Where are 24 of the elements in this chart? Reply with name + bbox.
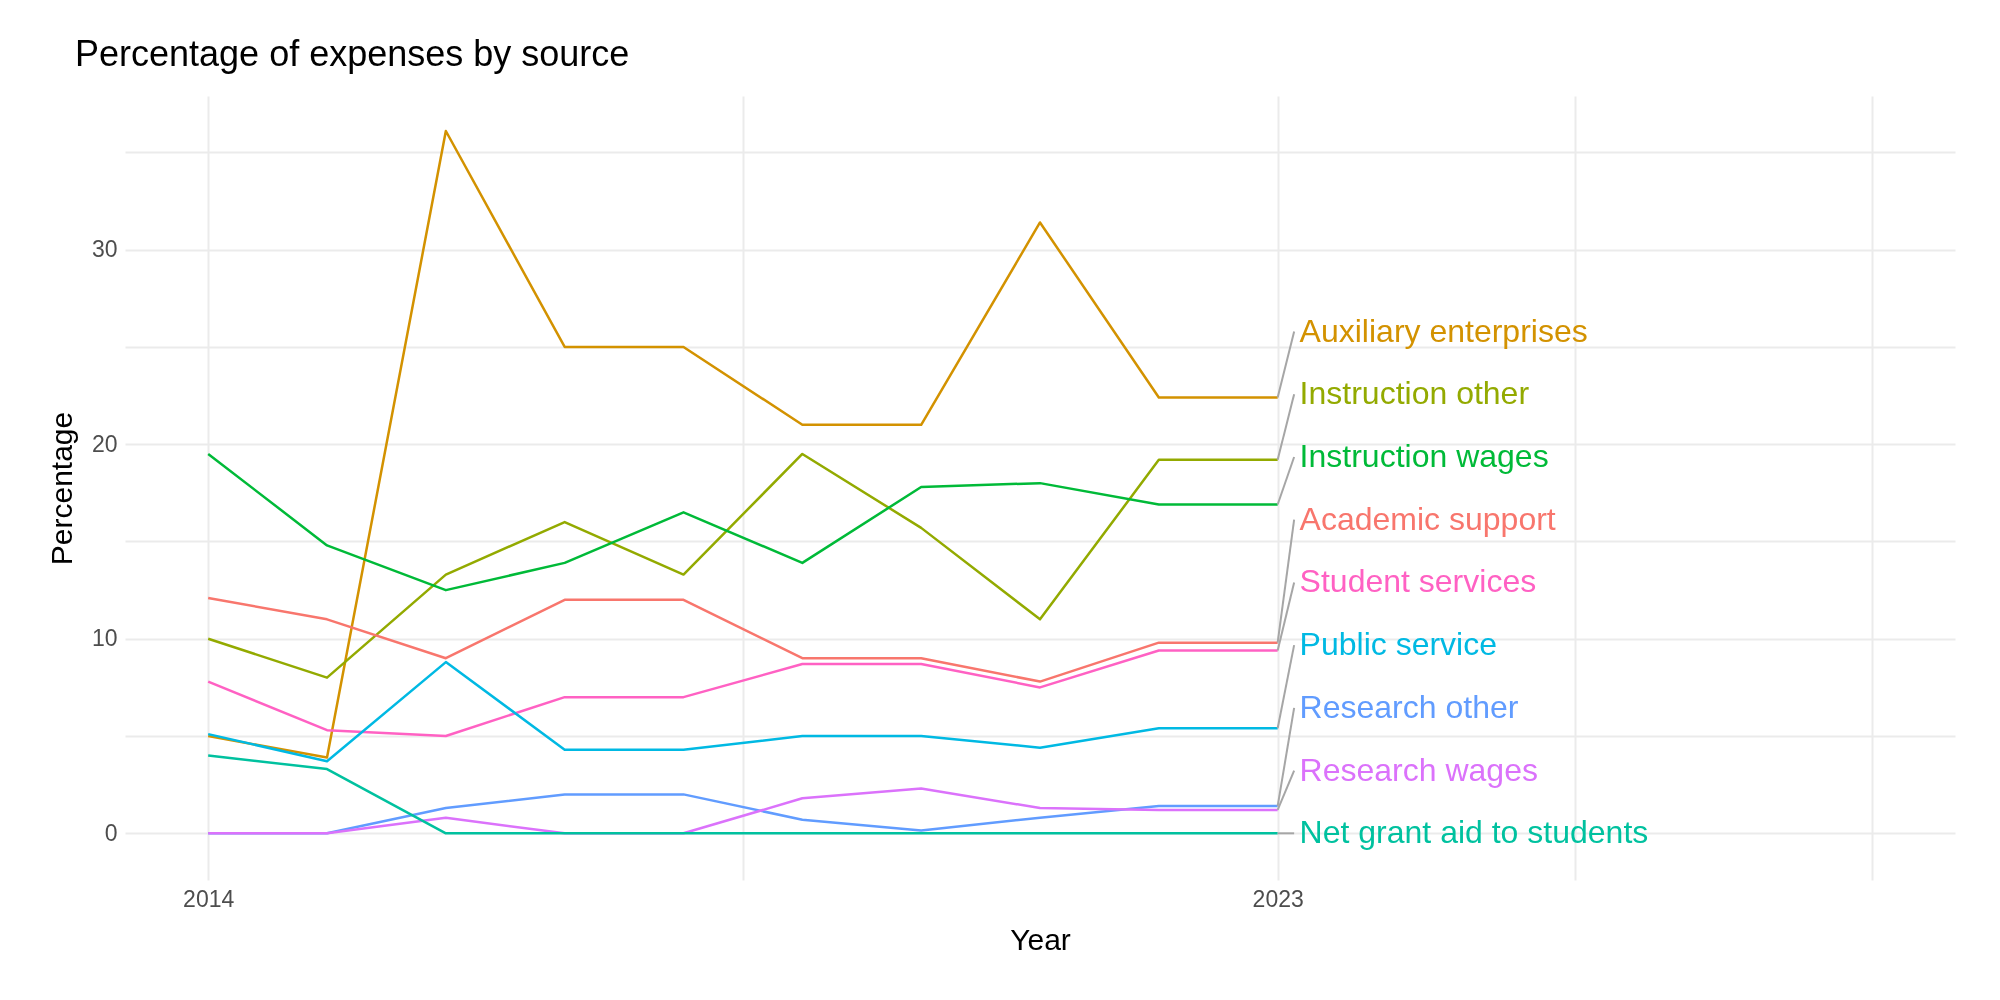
text: Public service xyxy=(1299,626,1498,663)
line-series xyxy=(206,452,1279,679)
text: Academic support xyxy=(1299,500,1556,537)
y-axis-title: Percentage xyxy=(44,411,78,566)
y-tick-label: 10 xyxy=(91,625,118,652)
text: Research other xyxy=(1299,688,1519,725)
x-tick-label: 2023 xyxy=(1252,885,1304,912)
line-series xyxy=(206,660,1279,763)
line-series xyxy=(206,129,1279,759)
x-tick-label: 2014 xyxy=(183,885,235,912)
series-label: Instruction wages xyxy=(1299,437,1549,474)
series-label: Auxiliary enterprises xyxy=(1299,312,1588,349)
series-label: Instruction other xyxy=(1299,375,1530,412)
line-series xyxy=(206,452,1279,592)
series-label: Net grant aid to students xyxy=(1299,814,1649,851)
y-tick-label: 0 xyxy=(104,819,118,846)
line-series xyxy=(206,596,1279,683)
line-series xyxy=(206,649,1279,738)
x-axis-title: Year xyxy=(1010,922,1071,956)
series-label: Student services xyxy=(1299,563,1537,600)
y-tick-label: 20 xyxy=(91,430,118,457)
chart-title: Percentage of expenses by source xyxy=(75,33,630,74)
y-tick-label: 30 xyxy=(91,236,118,263)
series-label: Research wages xyxy=(1299,751,1538,788)
